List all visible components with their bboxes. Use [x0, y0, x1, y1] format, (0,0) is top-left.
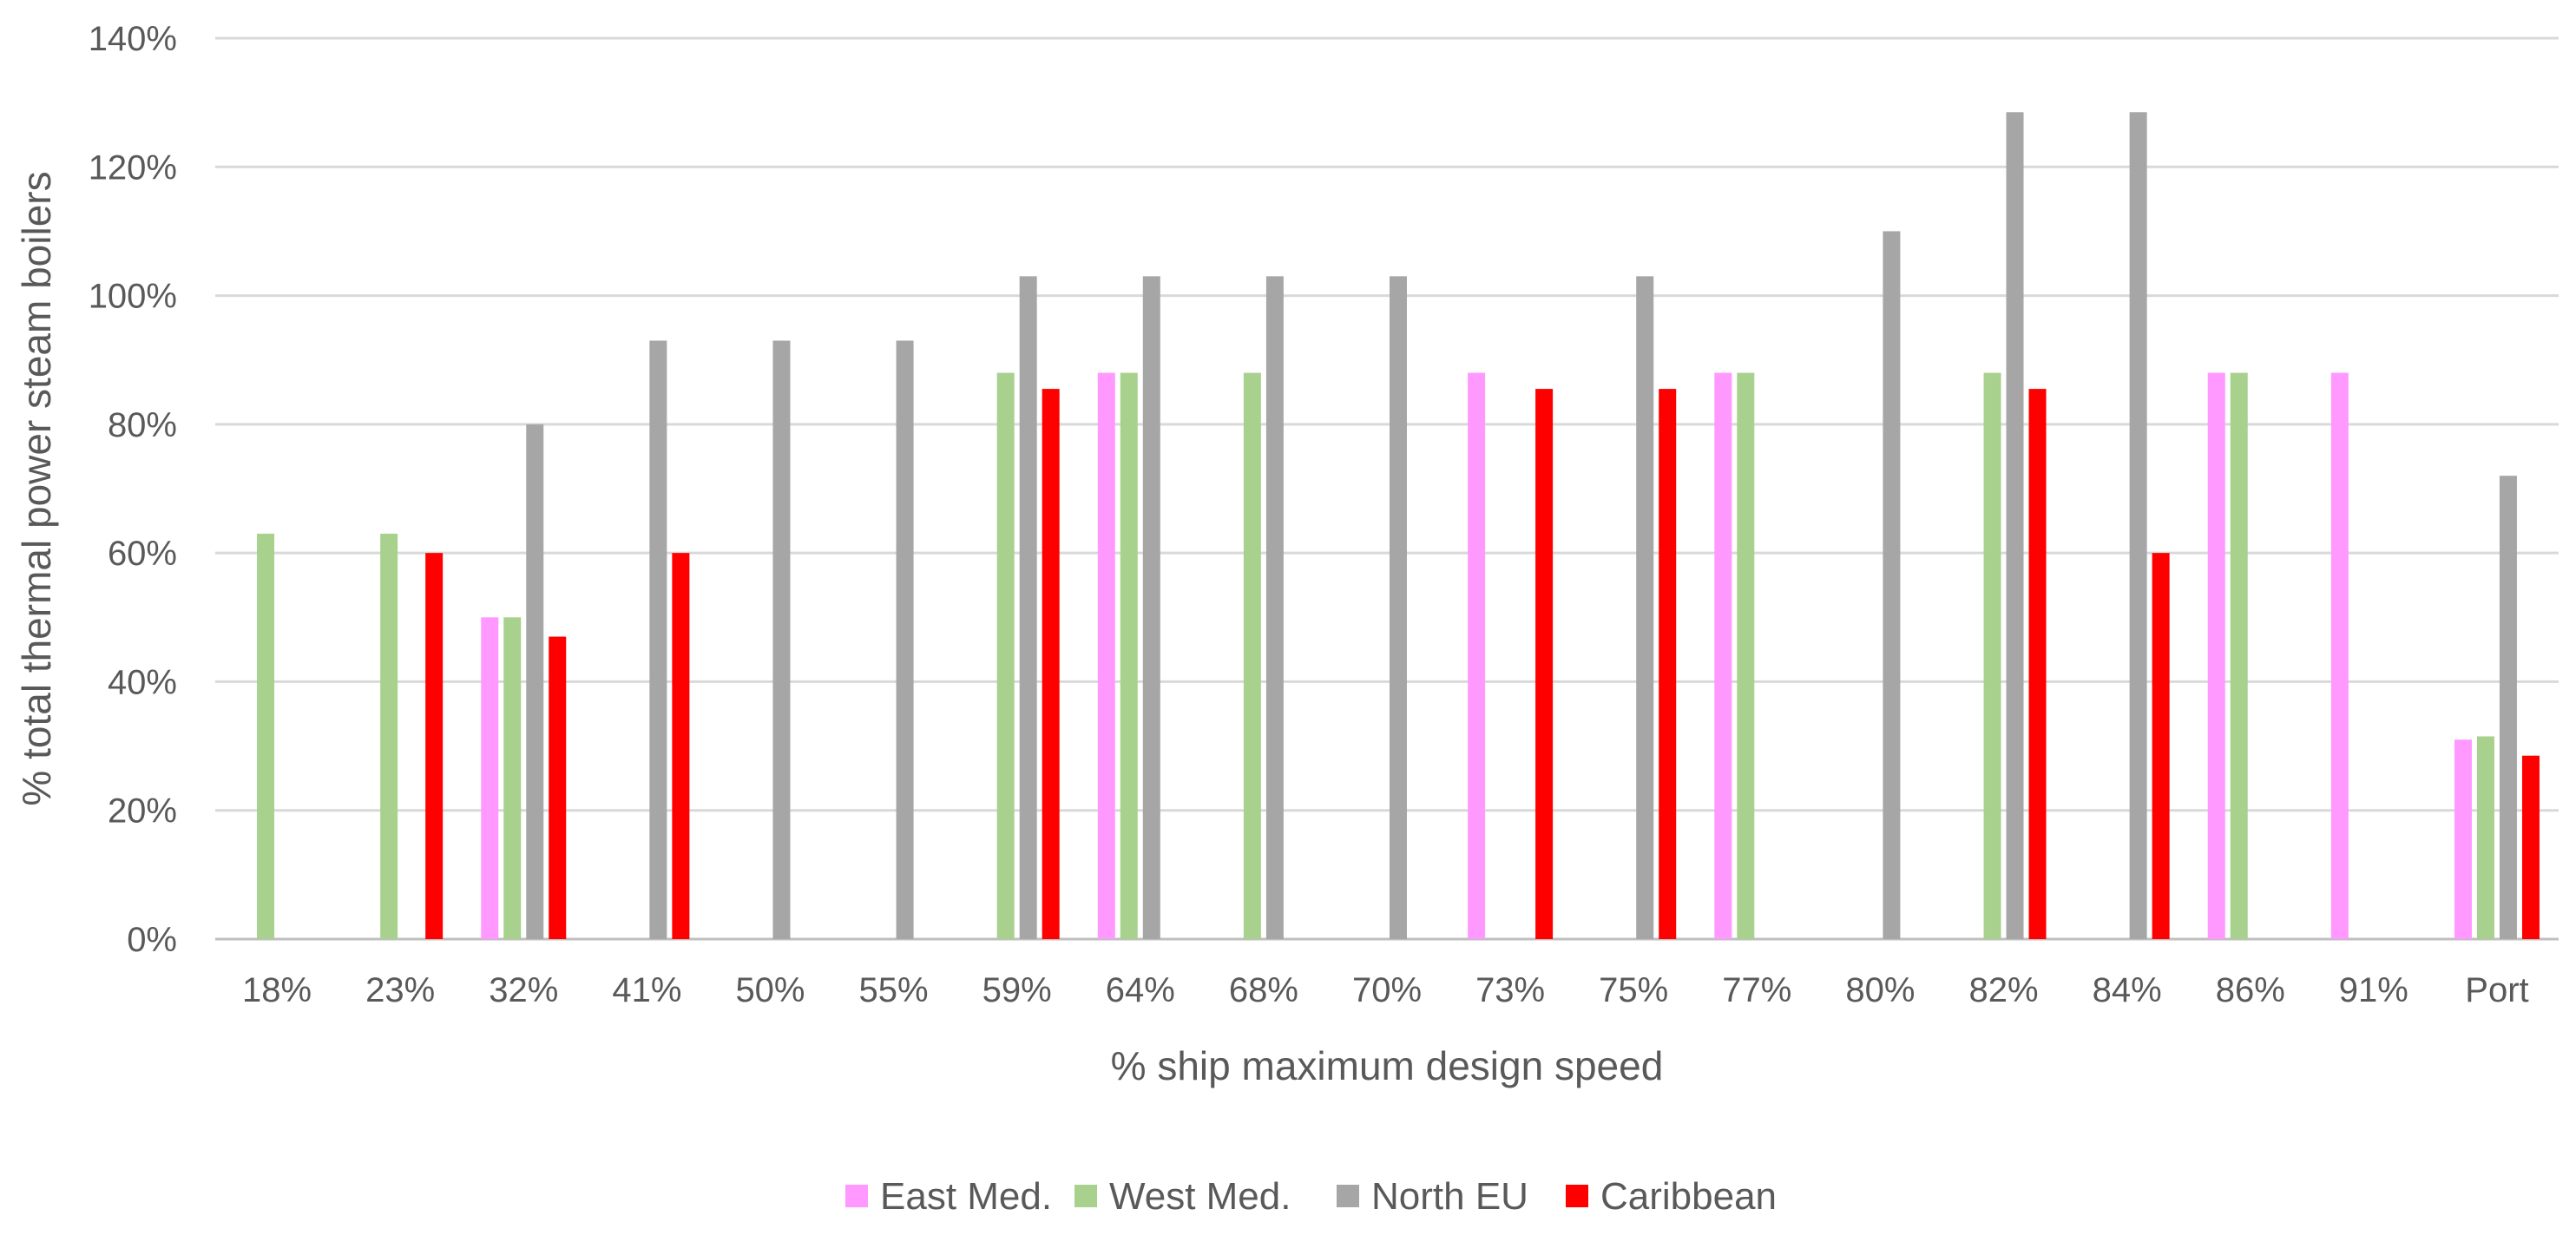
bar-north-eu — [2499, 476, 2517, 939]
y-tick-label: 20% — [108, 792, 177, 831]
bar-west-med — [2230, 372, 2248, 939]
bar-east-med — [1097, 372, 1115, 939]
bar-north-eu — [1883, 231, 1901, 939]
bar-north-eu — [772, 340, 791, 939]
legend-swatch — [1566, 1185, 1588, 1207]
y-tick-label: 140% — [89, 20, 177, 58]
x-tick-label: 23% — [365, 971, 435, 1009]
y-tick-label: 120% — [89, 148, 177, 187]
bar-north-eu — [1390, 276, 1407, 939]
bar-west-med — [257, 533, 275, 939]
bar-north-eu — [649, 340, 667, 939]
x-tick-label: 70% — [1352, 971, 1422, 1009]
x-tick-label: 55% — [859, 971, 929, 1009]
bar-east-med — [481, 617, 499, 939]
legend-label: West Med. — [1109, 1175, 1291, 1218]
x-tick-label: 73% — [1475, 971, 1545, 1009]
y-tick-label: 100% — [89, 278, 177, 316]
gridlines — [215, 36, 2559, 941]
bar-west-med — [1120, 372, 1138, 939]
bar-west-med — [996, 372, 1015, 939]
bar-north-eu — [2129, 112, 2147, 939]
y-tick-label: 0% — [127, 921, 177, 959]
legend-swatch — [1337, 1185, 1359, 1207]
y-tick-label: 40% — [108, 663, 177, 701]
x-tick-label: 41% — [612, 971, 681, 1009]
axes: 0% 20% 40% 60% 80% 100% 120% 140% 18% 23% 32% 41% 50… — [89, 20, 2529, 1009]
x-tick-label: 68% — [1229, 971, 1298, 1009]
x-tick-label: 75% — [1599, 971, 1668, 1009]
x-tick-label: 32% — [489, 971, 558, 1009]
legend-swatch — [845, 1185, 868, 1207]
bar-caribbean — [672, 553, 690, 939]
x-axis-title: % ship maximum design speed — [1111, 1043, 1664, 1088]
bar-west-med — [380, 533, 398, 939]
x-tick-label: 84% — [2093, 971, 2162, 1009]
legend-label: Caribbean — [1600, 1175, 1777, 1218]
x-tick-label: 18% — [242, 971, 312, 1009]
x-tick-label: 91% — [2339, 971, 2408, 1009]
x-tick-label: 86% — [2216, 971, 2285, 1009]
bar-east-med — [2207, 372, 2225, 939]
x-tick-label: 82% — [1968, 971, 2038, 1009]
x-tick-label: 64% — [1106, 971, 1175, 1009]
x-tick-label: 59% — [982, 971, 1052, 1009]
y-axis-title: % total thermal power steam boilers — [14, 171, 59, 805]
bar-west-med — [503, 617, 522, 939]
x-tick-label: 77% — [1722, 971, 1791, 1009]
legend-swatch — [1074, 1185, 1097, 1207]
bar-caribbean — [1535, 389, 1554, 939]
bar-caribbean — [2028, 389, 2047, 939]
bar-north-eu — [896, 340, 914, 939]
bar-west-med — [1243, 372, 1261, 939]
bar-west-med — [1983, 372, 2001, 939]
bar-north-eu — [2006, 112, 2024, 939]
bar-caribbean — [2521, 755, 2540, 939]
bar-north-eu — [1019, 276, 1037, 939]
x-tick-label: Port — [2465, 971, 2528, 1009]
legend-label: North EU — [1371, 1175, 1528, 1218]
bar-north-eu — [526, 424, 544, 939]
bar-north-eu — [1142, 276, 1160, 939]
bar-east-med — [1468, 372, 1486, 939]
bar-north-eu — [1265, 276, 1284, 939]
bar-east-med — [2330, 372, 2349, 939]
bar-west-med — [1737, 372, 1755, 939]
x-tick-label: 50% — [735, 971, 805, 1009]
bar-caribbean — [2152, 553, 2170, 939]
legend: East Med. West Med. North EU Caribbean — [845, 1175, 1777, 1218]
bar-caribbean — [425, 553, 444, 939]
bar-caribbean — [1042, 389, 1060, 939]
bar-east-med — [2454, 739, 2472, 939]
bars — [257, 112, 2540, 939]
bar-caribbean — [1659, 389, 1677, 939]
bar-west-med — [2476, 736, 2494, 939]
y-tick-label: 80% — [108, 406, 177, 444]
y-tick-label: 60% — [108, 535, 177, 573]
bar-north-eu — [1636, 276, 1654, 939]
x-tick-label: 80% — [1845, 971, 1915, 1009]
legend-label: East Med. — [880, 1175, 1052, 1218]
bar-east-med — [1714, 372, 1732, 939]
bar-caribbean — [549, 636, 567, 939]
